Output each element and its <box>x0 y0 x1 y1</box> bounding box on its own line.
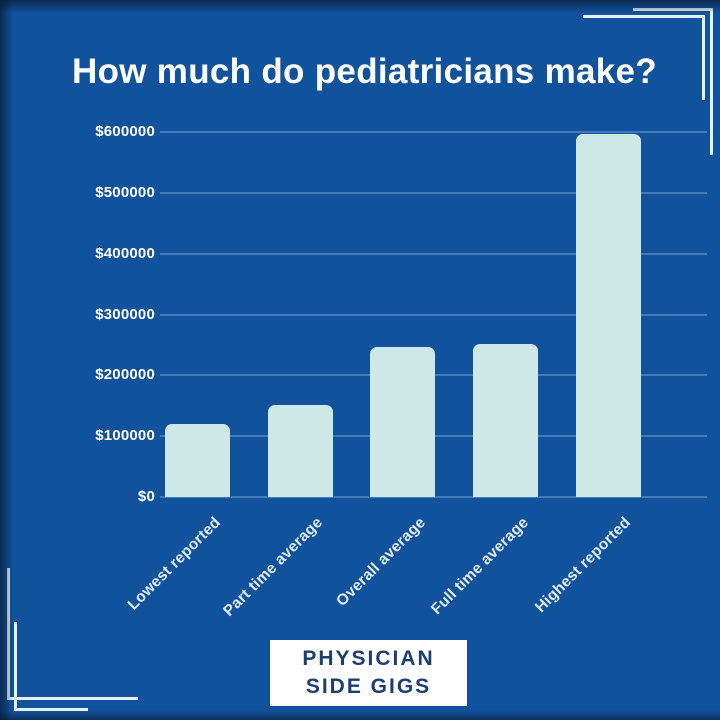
bar-highest-reported <box>575 134 641 497</box>
bar-part-time-average <box>267 405 333 497</box>
y-axis-tick-label: $400000 <box>95 244 155 262</box>
gridline <box>160 131 707 133</box>
brand-name-line1: PHYSICIAN <box>302 647 435 670</box>
y-axis-tick-label: $300000 <box>95 305 155 323</box>
y-axis-tick-label: $600000 <box>95 123 155 140</box>
page-title: How much do pediatricians make? <box>72 52 657 92</box>
corner-bracket-top-right-inner <box>583 15 705 100</box>
y-axis-tick-label: $500000 <box>95 183 155 201</box>
bar-lowest-reported <box>165 424 230 497</box>
y-axis-tick-label: $100000 <box>95 427 155 445</box>
brand-name-line2: SIDE GIGS <box>305 675 432 698</box>
corner-bracket-bottom-left-inner <box>14 622 88 711</box>
y-axis-tick-label: $200000 <box>95 366 155 384</box>
bar-overall-average <box>370 347 436 497</box>
bar-full-time-average <box>473 343 539 497</box>
brand-badge: PHYSICIAN SIDE GIGS <box>270 640 467 706</box>
y-axis-tick-label: $0 <box>137 488 155 505</box>
